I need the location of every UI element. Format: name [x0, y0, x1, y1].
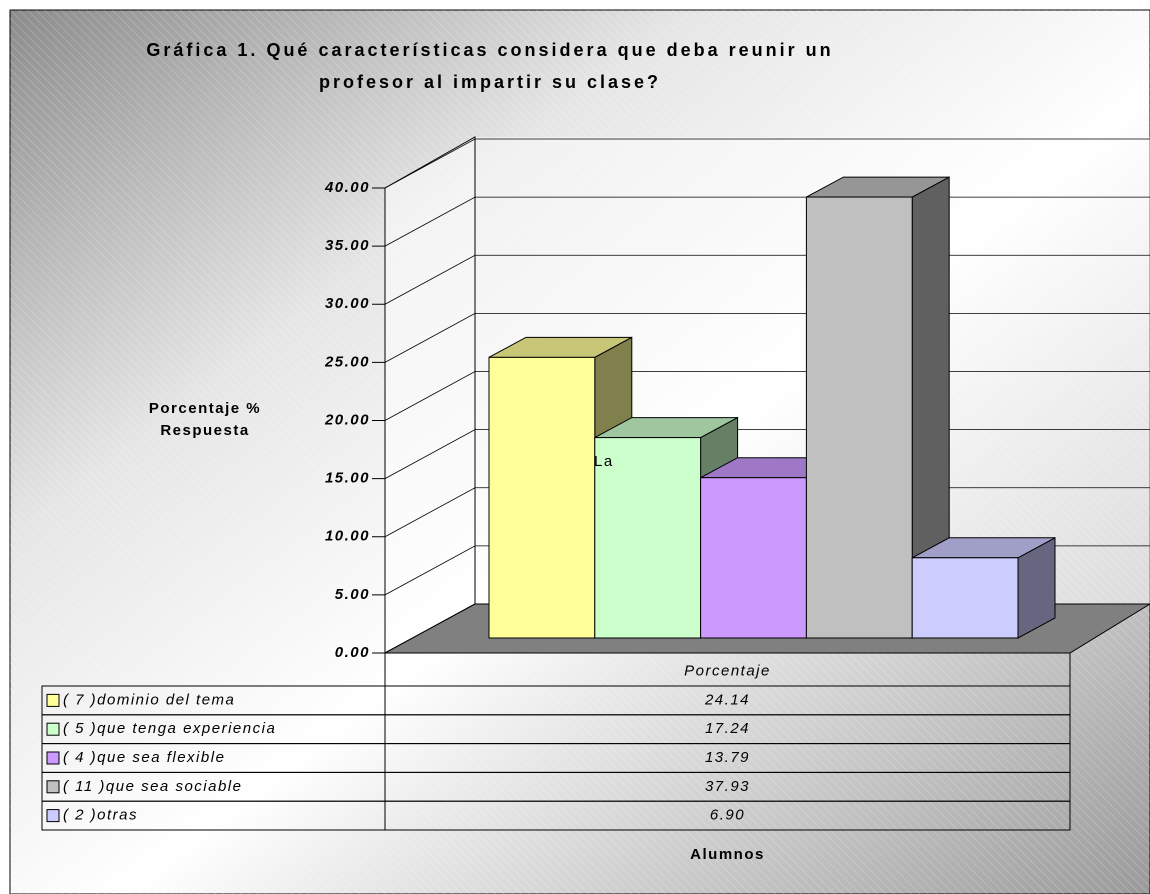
- legend-label: ( 5 )que tenga experiencia: [63, 720, 276, 737]
- legend-label: ( 4 )que sea flexible: [63, 749, 225, 766]
- table-category: Porcentaje: [684, 662, 771, 679]
- legend-swatch: [46, 751, 60, 765]
- legend-label: ( 7 )dominio del tema: [63, 691, 235, 708]
- grid-line: [384, 138, 1150, 189]
- y-tick-label: 15.00: [325, 470, 370, 487]
- legend-label: ( 2 )otras: [63, 807, 138, 824]
- y-tick-label: 40.00: [324, 179, 370, 196]
- legend-label: ( 11 )que sea sociable: [63, 778, 242, 795]
- bar: [594, 437, 702, 639]
- table-value: 6.90: [710, 807, 745, 824]
- y-axis-label: Porcentaje % Respuesta: [148, 400, 262, 439]
- annotation: La: [594, 453, 614, 470]
- bar: [805, 196, 913, 639]
- y-tick-label: 10.00: [325, 528, 370, 545]
- table-value: 37.93: [705, 778, 750, 795]
- y-tick-label: 30.00: [325, 295, 370, 312]
- legend-swatch: [46, 809, 60, 823]
- y-tick-label: 5.00: [335, 586, 370, 603]
- table-value: 24.14: [704, 691, 750, 708]
- bar: [488, 356, 596, 639]
- y-tick-label: 0.00: [335, 644, 370, 661]
- side-wall: [384, 136, 476, 654]
- y-tick-label: 25.00: [324, 353, 370, 370]
- bar: [911, 557, 1019, 639]
- table-value: 13.79: [705, 749, 750, 766]
- legend-swatch: [46, 693, 60, 707]
- chart-title: Gráfica 1. Qué características considera…: [146, 40, 834, 92]
- legend-swatch: [46, 780, 60, 794]
- table-row: [41, 800, 1071, 831]
- table-value: 17.24: [705, 720, 750, 737]
- x-axis-label: Alumnos: [690, 846, 765, 863]
- y-tick-label: 35.00: [325, 237, 370, 254]
- y-tick-label: 20.00: [324, 411, 370, 428]
- bar: [700, 477, 807, 639]
- legend-swatch: [46, 722, 60, 736]
